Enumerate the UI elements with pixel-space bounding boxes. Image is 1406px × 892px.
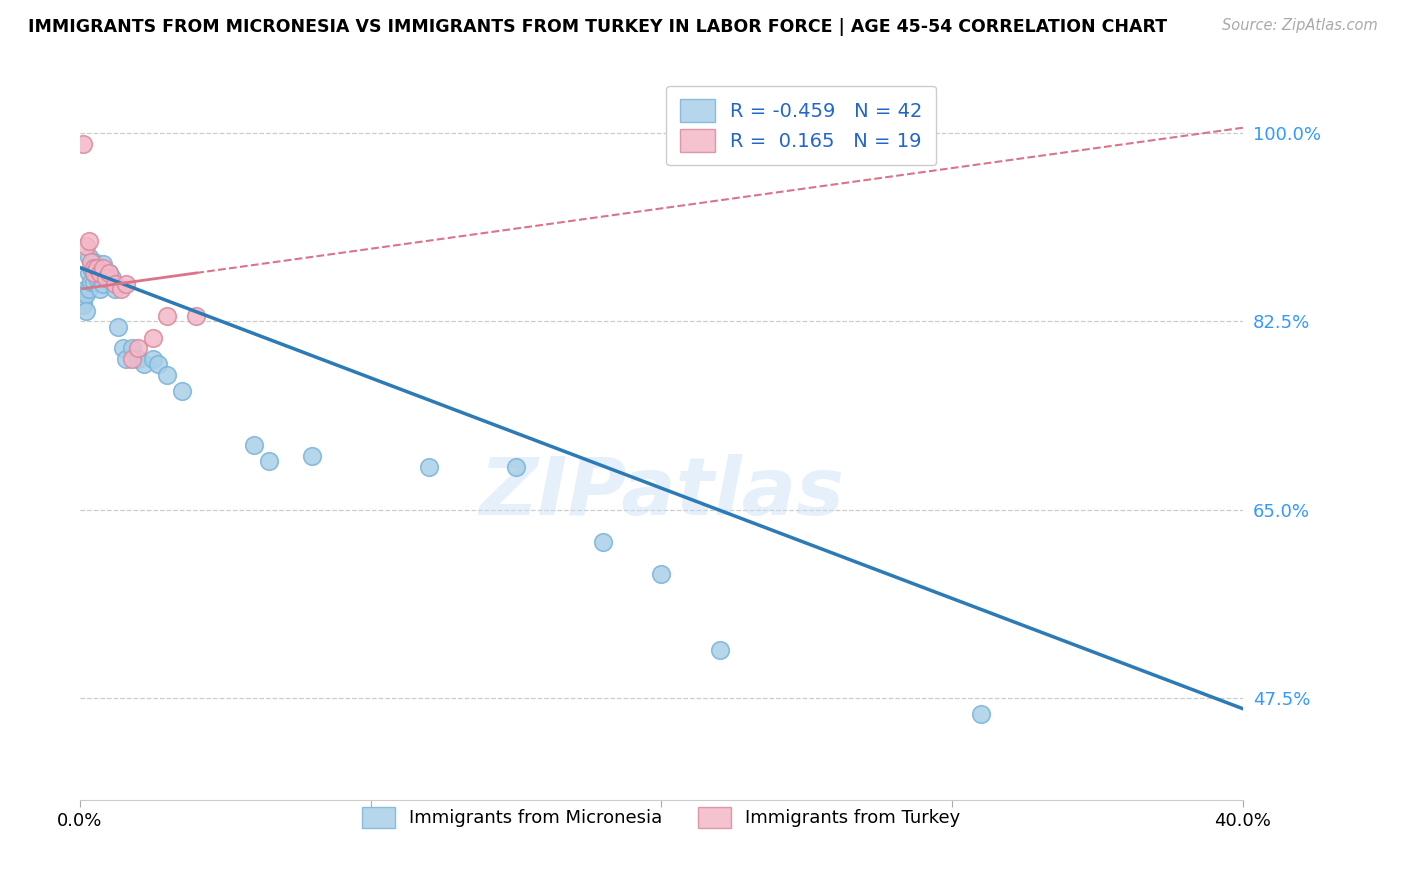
Point xyxy=(80,275,103,289)
Point xyxy=(86,271,108,285)
Point xyxy=(121,352,143,367)
Point xyxy=(94,271,117,285)
Point xyxy=(80,255,103,269)
Point xyxy=(156,368,179,383)
Point xyxy=(127,352,149,367)
Point xyxy=(142,330,165,344)
Point xyxy=(115,277,138,291)
Point xyxy=(89,266,111,280)
Text: Source: ZipAtlas.com: Source: ZipAtlas.com xyxy=(1222,18,1378,33)
Point xyxy=(77,282,100,296)
Point xyxy=(72,136,94,151)
Point xyxy=(83,266,105,280)
Point xyxy=(104,277,127,291)
Point xyxy=(115,352,138,367)
Point xyxy=(243,438,266,452)
Point xyxy=(186,309,208,323)
Point xyxy=(91,257,114,271)
Point xyxy=(127,341,149,355)
Point xyxy=(83,266,105,280)
Point xyxy=(156,309,179,323)
Point xyxy=(94,271,117,285)
Point xyxy=(77,234,100,248)
Legend: Immigrants from Micronesia, Immigrants from Turkey: Immigrants from Micronesia, Immigrants f… xyxy=(354,800,967,835)
Point xyxy=(86,260,108,275)
Point xyxy=(77,266,100,280)
Point xyxy=(86,260,108,275)
Point xyxy=(97,266,120,280)
Point xyxy=(75,303,97,318)
Point xyxy=(91,277,114,291)
Point xyxy=(148,358,170,372)
Point xyxy=(107,319,129,334)
Point xyxy=(80,260,103,275)
Point xyxy=(75,287,97,301)
Point xyxy=(72,298,94,312)
Point xyxy=(101,271,124,285)
Point xyxy=(418,459,440,474)
Point xyxy=(257,454,280,468)
Point xyxy=(142,352,165,367)
Point xyxy=(83,275,105,289)
Point xyxy=(72,293,94,307)
Point xyxy=(83,260,105,275)
Point xyxy=(104,282,127,296)
Point xyxy=(110,282,132,296)
Point xyxy=(83,255,105,269)
Point xyxy=(970,707,993,722)
Point xyxy=(709,642,731,657)
Point xyxy=(301,449,323,463)
Point xyxy=(505,459,527,474)
Point xyxy=(650,567,672,582)
Point xyxy=(91,260,114,275)
Point xyxy=(132,358,155,372)
Point xyxy=(89,282,111,296)
Point xyxy=(112,341,135,355)
Point xyxy=(75,282,97,296)
Text: IMMIGRANTS FROM MICRONESIA VS IMMIGRANTS FROM TURKEY IN LABOR FORCE | AGE 45-54 : IMMIGRANTS FROM MICRONESIA VS IMMIGRANTS… xyxy=(28,18,1167,36)
Point xyxy=(592,535,614,549)
Point xyxy=(89,266,111,280)
Point xyxy=(170,384,193,399)
Point xyxy=(121,341,143,355)
Point xyxy=(75,239,97,253)
Text: ZIPatlas: ZIPatlas xyxy=(479,454,844,532)
Point xyxy=(77,250,100,264)
Point xyxy=(97,266,120,280)
